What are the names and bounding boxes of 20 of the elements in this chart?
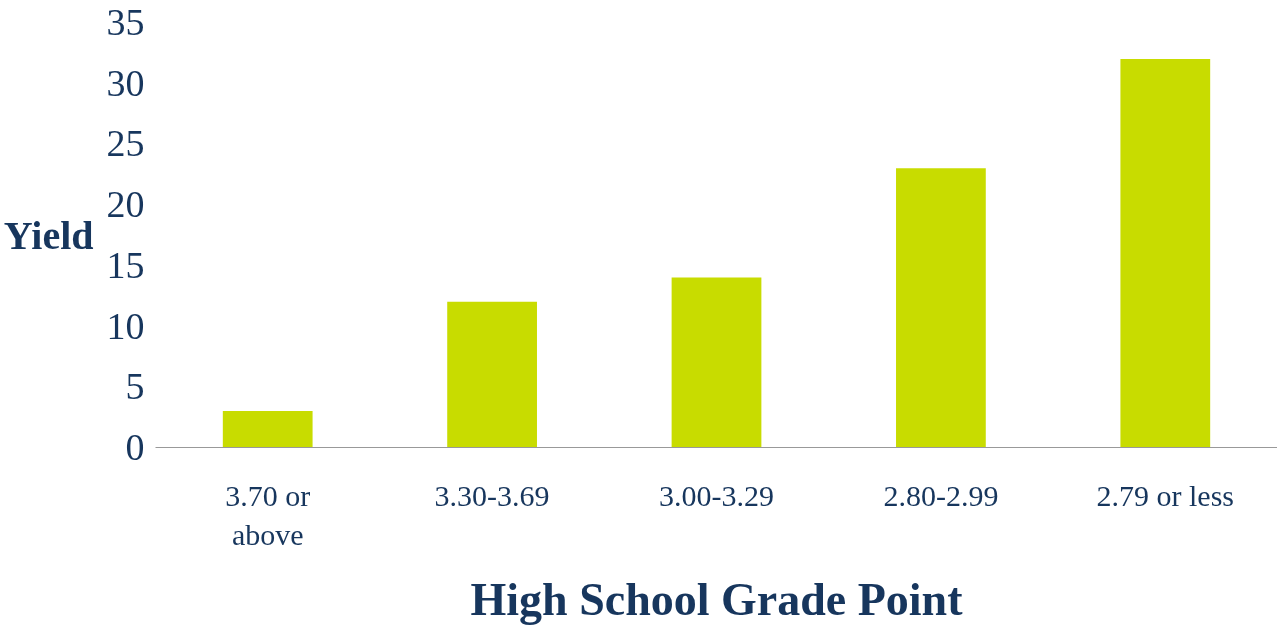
bar (896, 168, 986, 448)
y-tick-label: 20 (106, 183, 145, 226)
x-tick-label: 3.00-3.29 (659, 478, 774, 512)
bar (447, 301, 537, 448)
bar (1120, 58, 1211, 448)
y-axis-title: Yield (3, 212, 94, 258)
x-tick-label: 3.70 or above (225, 478, 311, 552)
bar (222, 411, 313, 448)
y-tick-label: 5 (125, 365, 145, 408)
y-tick-label: 10 (106, 304, 145, 347)
x-tick-label: 2.79 or less (1096, 478, 1235, 512)
y-tick-label: 25 (106, 122, 145, 165)
y-tick-label: 15 (106, 243, 145, 286)
x-tick-label: 3.30-3.69 (434, 478, 550, 512)
y-tick-label: 35 (106, 1, 145, 43)
y-tick-label: 0 (125, 426, 145, 468)
bar (671, 277, 762, 448)
x-tick-label: 2.80-2.99 (883, 478, 999, 512)
x-axis-title: High School Grade Point (470, 574, 964, 626)
y-tick-label: 30 (106, 61, 145, 104)
